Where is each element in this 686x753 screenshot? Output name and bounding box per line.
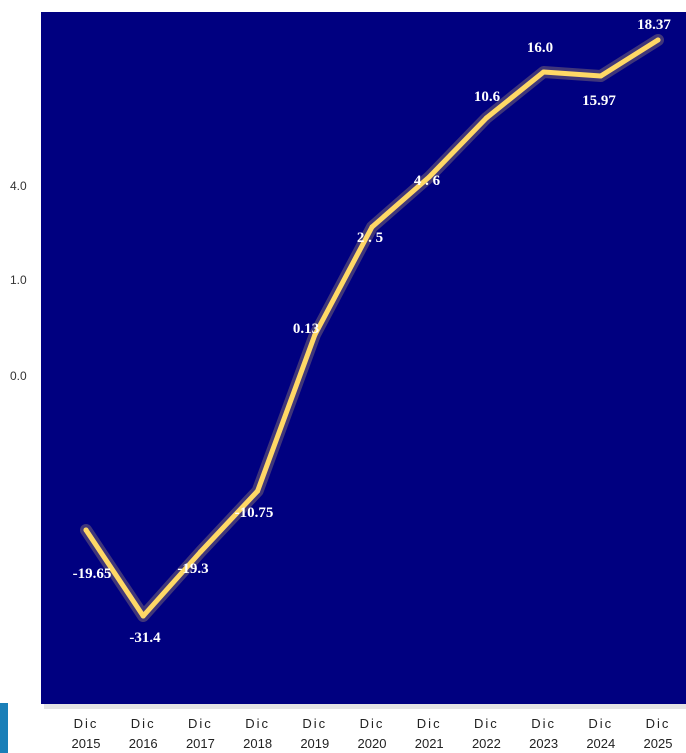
data-label: 10.6 bbox=[474, 89, 501, 105]
plot-area bbox=[41, 12, 686, 704]
x-tick-month: Dic bbox=[188, 716, 213, 731]
data-label: 4 . 6 bbox=[414, 173, 441, 189]
data-point bbox=[598, 73, 604, 79]
x-tick-month: Dic bbox=[131, 716, 156, 731]
x-tick-label: Dic 2015 bbox=[72, 716, 101, 751]
data-label: 16.0 bbox=[527, 40, 553, 56]
y-tick-label: 1.0 bbox=[10, 273, 27, 287]
data-point bbox=[541, 69, 547, 75]
x-tick-label: Dic 2017 bbox=[186, 716, 215, 751]
x-tick-month: Dic bbox=[646, 716, 671, 731]
x-tick-month: Dic bbox=[588, 716, 613, 731]
x-tick-year: 2018 bbox=[243, 736, 272, 751]
data-point bbox=[483, 115, 489, 121]
x-tick-label: Dic 2018 bbox=[243, 716, 272, 751]
data-label: -19.3 bbox=[177, 561, 208, 577]
y-tick-label: 0.0 bbox=[10, 369, 27, 383]
data-label: 2 . 5 bbox=[357, 230, 383, 246]
x-axis-ticks: Dic 2015 Dic 2016 Dic 2017 Dic 2018 Dic 2019 Dic 20… bbox=[72, 716, 673, 751]
x-tick-month: Dic bbox=[74, 716, 99, 731]
x-tick-label: Dic 2023 bbox=[529, 716, 558, 751]
x-tick-year: 2017 bbox=[186, 736, 215, 751]
x-tick-label: Dic 2024 bbox=[586, 716, 615, 751]
data-point bbox=[655, 37, 661, 43]
data-point bbox=[426, 174, 432, 180]
accent-bar bbox=[0, 703, 8, 753]
plot-bottom-shadow bbox=[44, 703, 686, 709]
y-axis-ticks: 4.0 1.0 0.0 bbox=[10, 179, 27, 383]
x-tick-year: 2021 bbox=[415, 736, 444, 751]
data-label: -19.65 bbox=[73, 566, 112, 582]
data-point bbox=[312, 332, 318, 338]
data-point bbox=[197, 549, 203, 555]
data-label: -31.4 bbox=[129, 630, 161, 646]
x-tick-label: Dic 2021 bbox=[415, 716, 444, 751]
x-tick-label: Dic 2020 bbox=[358, 716, 387, 751]
y-tick-label: 4.0 bbox=[10, 179, 27, 193]
data-point bbox=[255, 488, 261, 494]
x-tick-year: 2015 bbox=[72, 736, 101, 751]
x-tick-month: Dic bbox=[360, 716, 385, 731]
series-layer bbox=[80, 34, 664, 622]
x-tick-year: 2016 bbox=[129, 736, 158, 751]
data-label: 15.97 bbox=[582, 93, 616, 109]
x-tick-label: Dic 2025 bbox=[644, 716, 673, 751]
data-labels: -19.65 -31.4 -19.3 -10.75 0.13 2 . 5 4 . 6 10.6… bbox=[73, 17, 672, 646]
x-tick-label: Dic 2022 bbox=[472, 716, 501, 751]
data-label: -10.75 bbox=[235, 505, 274, 521]
data-point bbox=[83, 527, 89, 533]
x-tick-month: Dic bbox=[417, 716, 442, 731]
x-tick-label: Dic 2016 bbox=[129, 716, 158, 751]
x-tick-year: 2019 bbox=[300, 736, 329, 751]
x-tick-month: Dic bbox=[302, 716, 327, 731]
x-tick-label: Dic 2019 bbox=[300, 716, 329, 751]
x-tick-year: 2024 bbox=[586, 736, 615, 751]
x-tick-month: Dic bbox=[474, 716, 499, 731]
x-tick-year: 2025 bbox=[644, 736, 673, 751]
x-tick-month: Dic bbox=[531, 716, 556, 731]
x-tick-month: Dic bbox=[245, 716, 270, 731]
data-point bbox=[369, 224, 375, 230]
data-label: 0.13 bbox=[293, 321, 319, 337]
x-tick-year: 2022 bbox=[472, 736, 501, 751]
data-label: 18.37 bbox=[637, 17, 671, 33]
x-tick-year: 2023 bbox=[529, 736, 558, 751]
x-tick-year: 2020 bbox=[358, 736, 387, 751]
data-point bbox=[140, 613, 146, 619]
